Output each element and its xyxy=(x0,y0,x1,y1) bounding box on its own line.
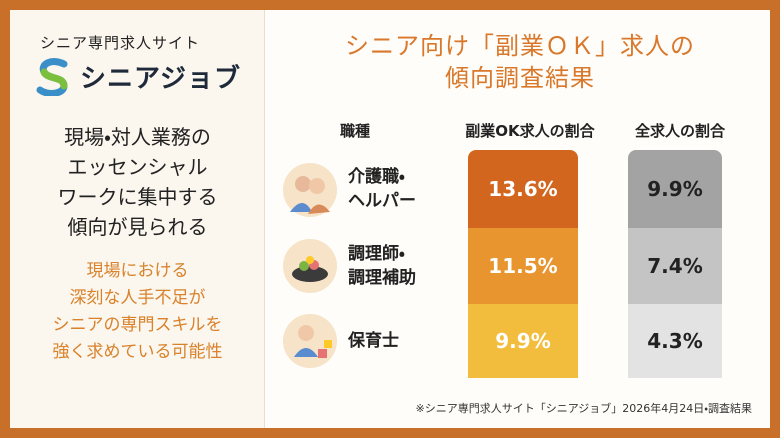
caregiver-icon xyxy=(283,163,337,217)
headline-line: 傾向が見られる xyxy=(67,215,208,239)
subtext-line: 深刻な人手不足が xyxy=(69,288,206,308)
column-header: 全求人の割合 xyxy=(634,122,725,140)
headline-line: ワークに集中する xyxy=(57,185,218,209)
share-cell: 13.6% xyxy=(468,150,578,228)
headline: 現場・対人業務の エッセンシャル ワークに集中する 傾向が見られる xyxy=(10,122,265,242)
tagline: シニア専門求人サイト xyxy=(40,34,201,52)
left-panel: シニア専門求人サイト シニアジョブ 現場・対人業務の エッセンシャル ワークに集… xyxy=(10,10,265,428)
title-line: シニア向け「副業ＯＫ」求人の xyxy=(345,32,695,60)
share-cell: 9.9% xyxy=(468,304,578,378)
footnote: ※シニア専門求人サイト「シニアジョブ」2026年4月24日・調査結果 xyxy=(415,402,752,415)
row-label: 介護職・ ヘルパー xyxy=(348,165,416,213)
row-label-line: 調理師・ xyxy=(348,244,405,264)
title-line: 傾向調査結果 xyxy=(445,64,595,92)
share-cell: 11.5% xyxy=(468,228,578,304)
headline-line: 現場・対人業務の xyxy=(64,125,211,149)
share-cell: 4.3% xyxy=(628,304,722,378)
logo-name: シニアジョブ xyxy=(80,64,241,94)
subtext-line: 現場における xyxy=(86,261,189,281)
column-header: 職種 xyxy=(339,122,370,140)
row-label-line: ヘルパー xyxy=(348,191,416,211)
headline-line: エッセンシャル xyxy=(67,155,208,179)
nursery-icon xyxy=(283,314,337,368)
content: シニア専門求人サイト シニアジョブ 現場・対人業務の エッセンシャル ワークに集… xyxy=(10,10,770,428)
row-label: 調理師・ 調理補助 xyxy=(348,242,416,290)
subtext-line: シニアの専門スキルを xyxy=(52,315,223,335)
subtext: 現場における 深刻な人手不足が シニアの専門スキルを 強く求めている可能性 xyxy=(10,258,265,366)
column-header: 副業OK求人の割合 xyxy=(465,122,595,140)
row-label-line: 保育士 xyxy=(348,331,399,351)
share-cell: 9.9% xyxy=(628,150,722,228)
share-cell: 7.4% xyxy=(628,228,722,304)
subtext-line: 強く求めている可能性 xyxy=(52,342,223,362)
cook-icon xyxy=(283,239,337,293)
logo-mark xyxy=(36,58,68,96)
title: シニア向け「副業ＯＫ」求人の 傾向調査結果 xyxy=(270,30,770,94)
row-label-line: 調理補助 xyxy=(348,268,416,288)
row-label: 保育士 xyxy=(348,329,399,353)
row-label-line: 介護職・ xyxy=(348,167,405,187)
